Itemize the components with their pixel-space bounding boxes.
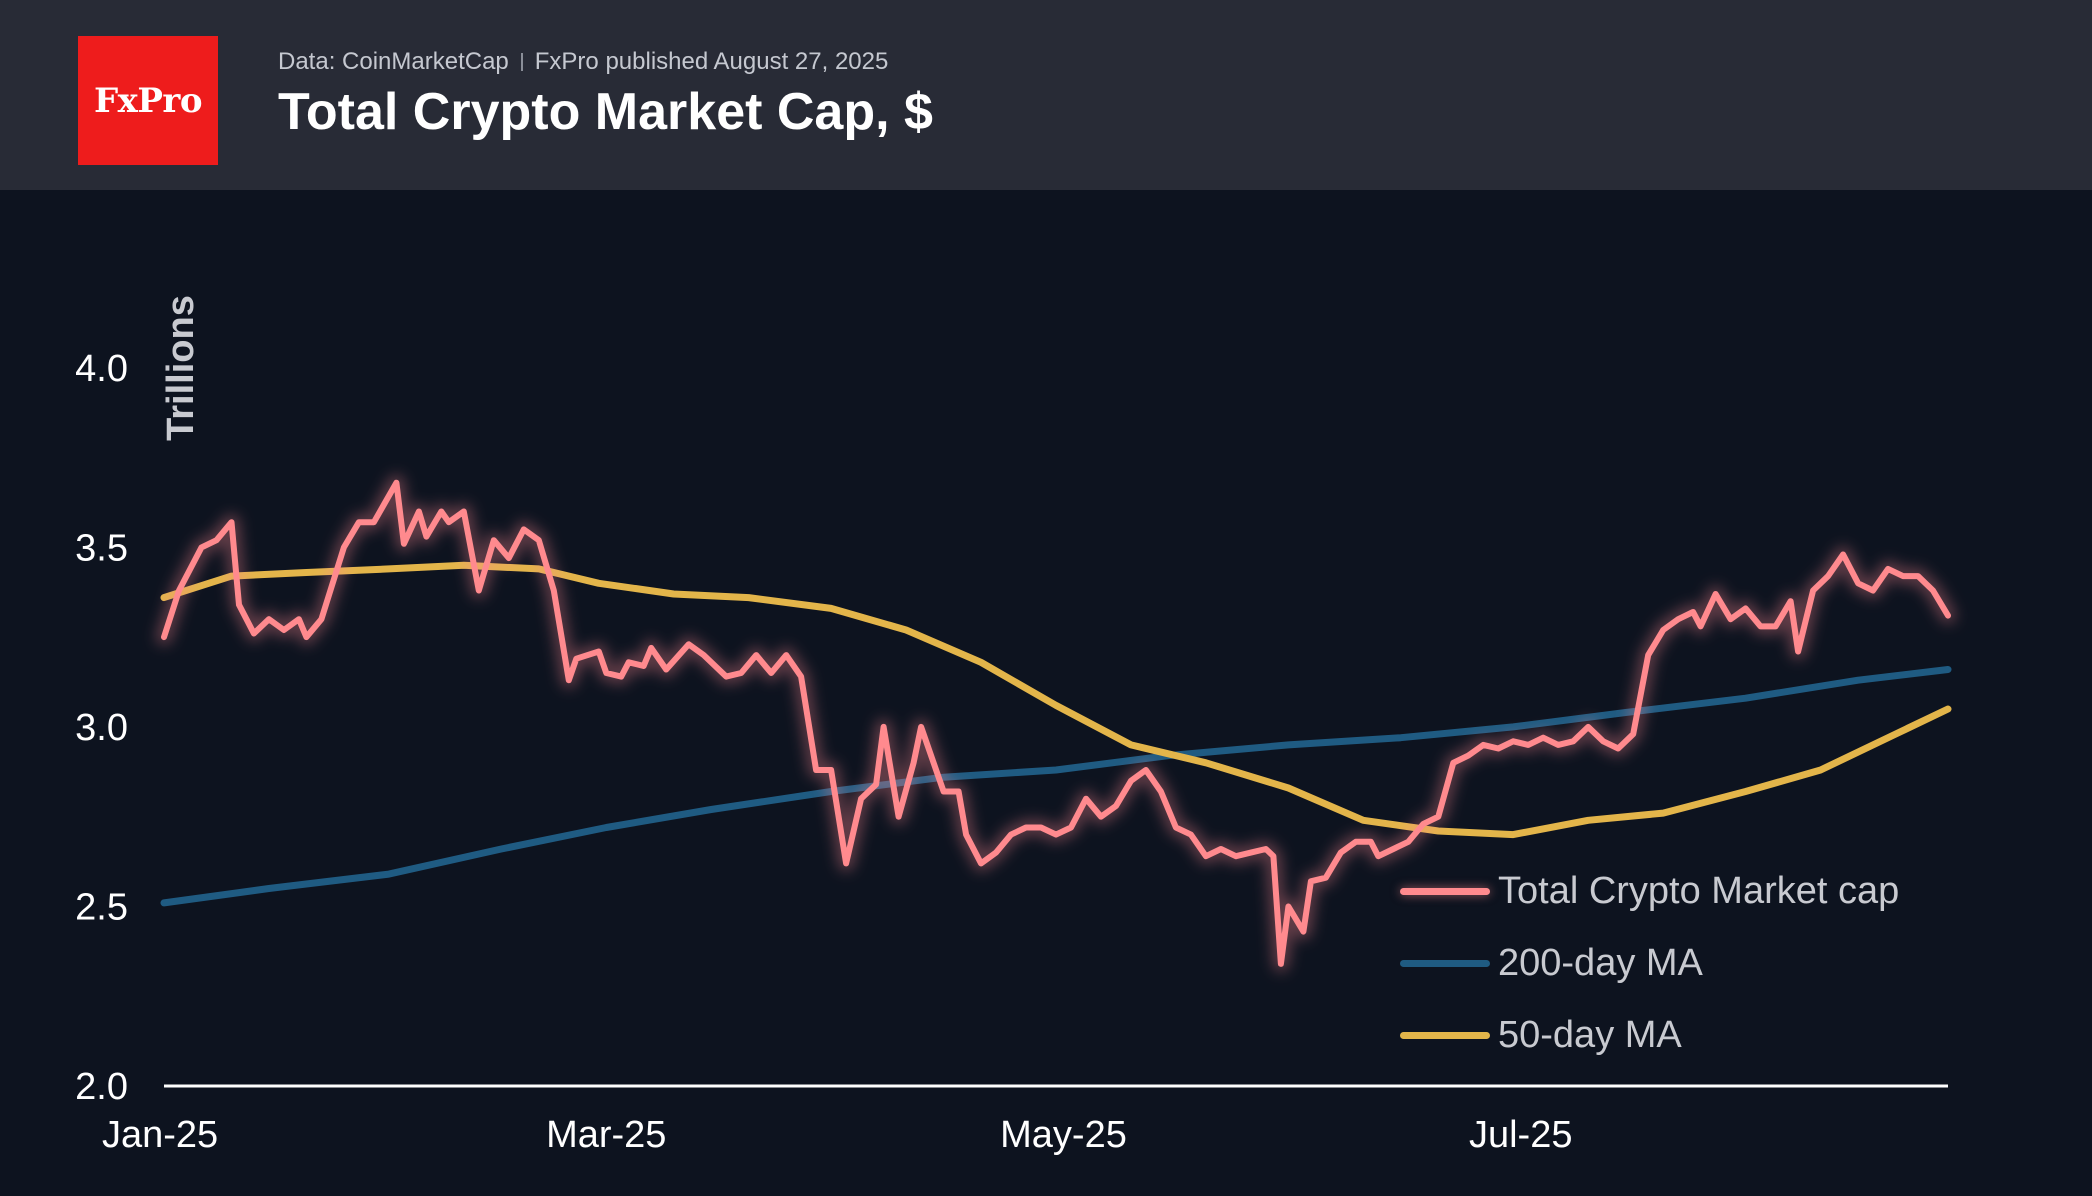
legend-swatch-200-day-ma (1400, 959, 1490, 967)
legend-item-50-day-ma: 50-day MA (1400, 999, 1899, 1071)
chart-title: Total Crypto Market Cap, $ (278, 83, 933, 141)
separator (520, 53, 523, 71)
legend-label-200-day-ma: 200-day MA (1498, 941, 1703, 984)
x-tick-label: Mar-25 (546, 1114, 666, 1156)
header-bar: FxPro Data: CoinMarketCap FxPro published… (0, 0, 2092, 190)
series-line-total-crypto-market-cap (161, 479, 1951, 967)
data-source: Data: CoinMarketCap (278, 48, 509, 75)
series-line-200-day-ma (160, 666, 1952, 907)
series-layer (156, 474, 1956, 972)
axes: 2.0 2.5 3.0 3.5 4.0 Jan-25 Mar-25 May-25 Jul-25 T… (75, 295, 1948, 1156)
legend-swatch-50-day-ma (1400, 1031, 1490, 1039)
legend-label-market-cap: Total Crypto Market cap (1498, 869, 1900, 912)
y-axis-label: Trillions (160, 295, 202, 441)
legend: Total Crypto Market cap 200-day MA 50-da… (1400, 855, 1899, 1071)
series-line-50-day-ma (160, 561, 1952, 839)
legend-label-50-day-ma: 50-day MA (1498, 1013, 1682, 1056)
legend-swatch-market-cap (1400, 887, 1490, 895)
y-tick-label: 2.0 (75, 1066, 128, 1108)
y-tick-label: 3.0 (75, 707, 128, 749)
legend-item-200-day-ma: 200-day MA (1400, 927, 1899, 999)
published-date: FxPro published August 27, 2025 (534, 48, 889, 75)
legend-item-market-cap: Total Crypto Market cap (1400, 855, 1899, 927)
source-line: Data: CoinMarketCap FxPro published Augus… (278, 48, 888, 76)
x-tick-label: Jan-25 (102, 1114, 218, 1156)
fxpro-logo: FxPro (78, 36, 218, 165)
y-tick-label: 4.0 (75, 348, 128, 390)
y-tick-label: 3.5 (75, 527, 128, 569)
x-tick-label: Jul-25 (1469, 1114, 1573, 1156)
x-tick-label: May-25 (1000, 1114, 1127, 1156)
y-tick-label: 2.5 (75, 886, 128, 928)
